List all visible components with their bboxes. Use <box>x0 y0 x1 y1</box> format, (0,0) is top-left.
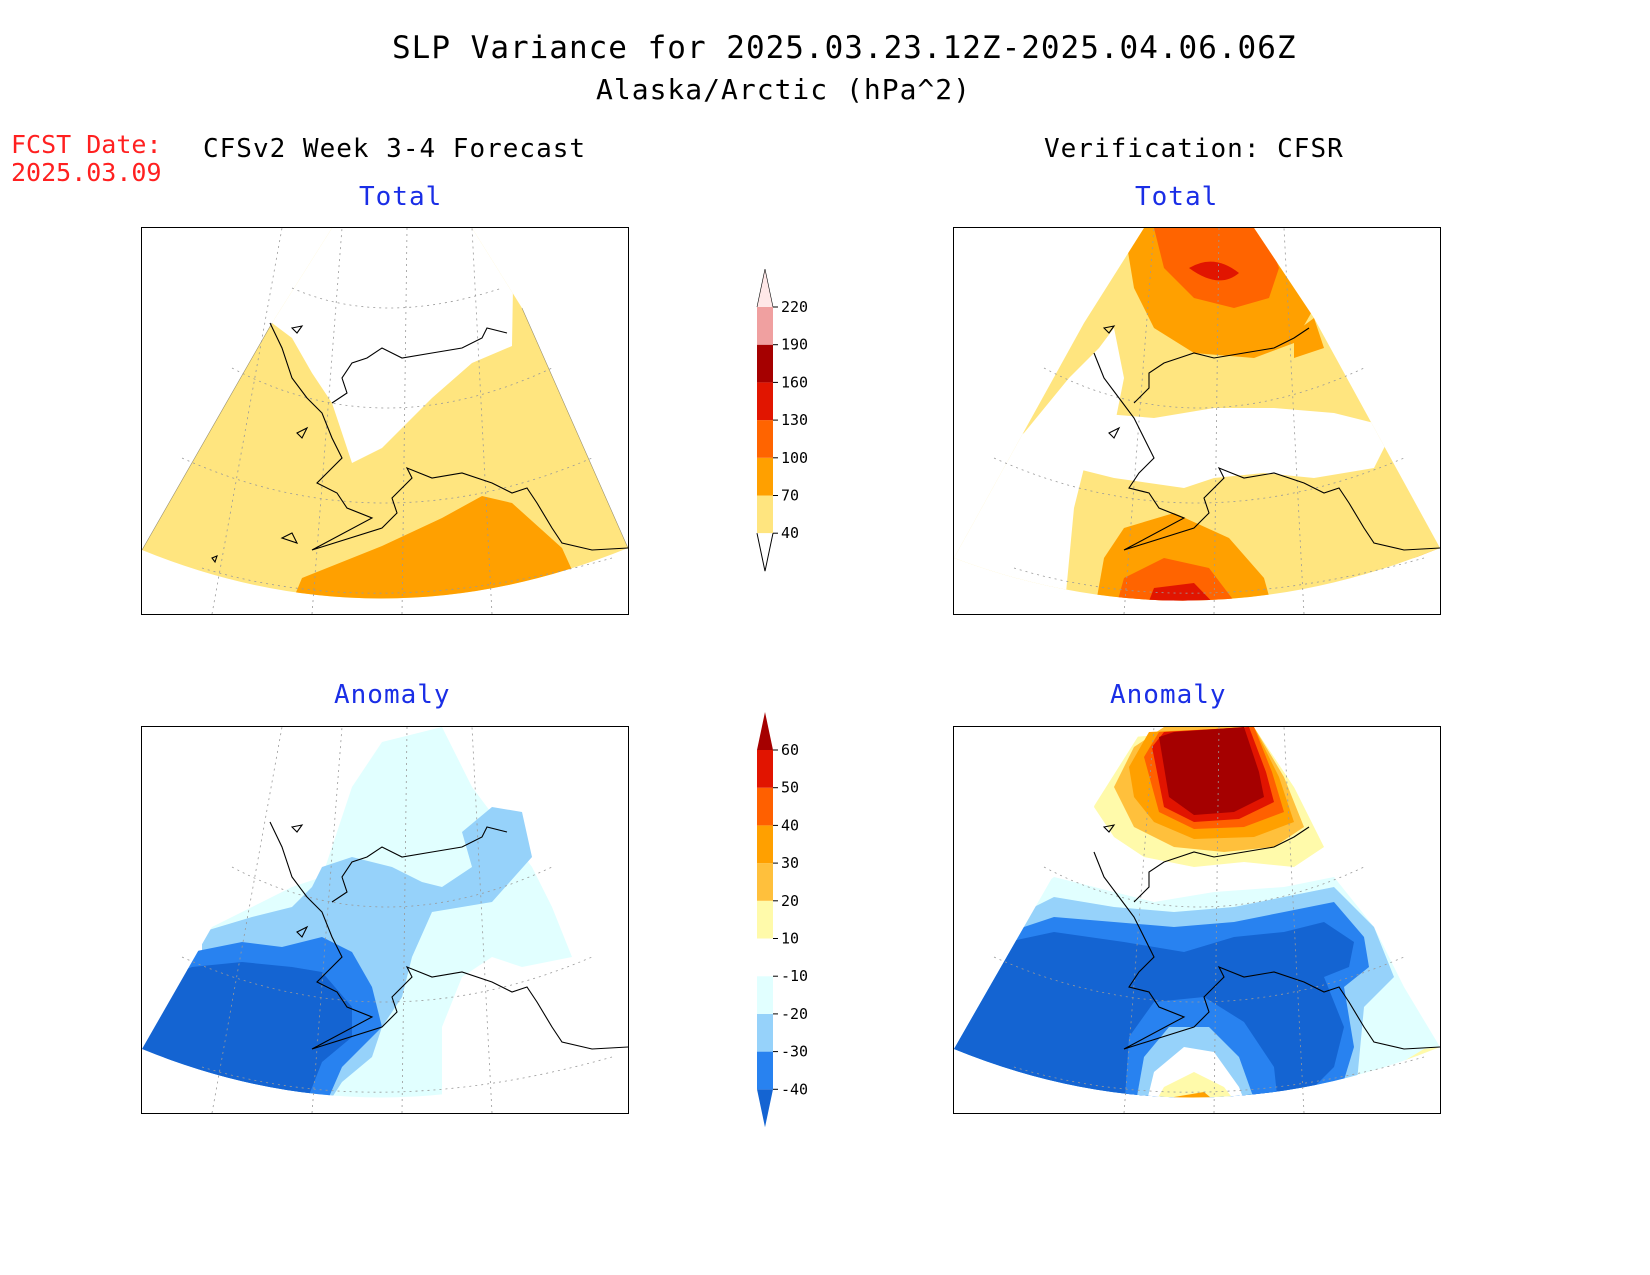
ver-total-coastline <box>1093 325 1440 551</box>
ver-total-map <box>953 227 1441 615</box>
ver-anomaly-darkred-top <box>1159 727 1264 815</box>
cbar-total-label: 130 <box>781 411 808 429</box>
cbar-anomaly-box <box>757 938 773 977</box>
cbar-anomaly-label: -40 <box>781 1080 808 1098</box>
ver-anomaly-paleyellow-bottom <box>1149 1072 1244 1098</box>
colorbar-anomaly: -40 -30 -20 -10 10 20 30 40 50 60 <box>745 708 825 1133</box>
cbar-anomaly-box <box>757 825 773 864</box>
fcst-anomaly-map <box>141 726 629 1114</box>
fcst-date-value: 2025.03.09 <box>11 158 162 187</box>
cbar-anomaly-box <box>757 863 773 901</box>
ver-total-orange-topright <box>1294 318 1324 358</box>
cbar-total-label: 40 <box>781 524 799 542</box>
fcst-total-graticule <box>181 228 613 614</box>
fcst-total-blank-region <box>252 228 514 463</box>
fcst-date-label: FCST Date: <box>11 130 162 159</box>
cbar-anomaly-label: 20 <box>781 892 799 910</box>
cbar-anomaly-label: 60 <box>781 741 799 759</box>
fcst-total-wedge-edge <box>142 307 628 551</box>
main-subtitle: Alaska/Arctic (hPa^2) <box>596 73 972 106</box>
cbar-total-box <box>757 307 773 345</box>
cbar-total-bottom-triangle <box>756 533 774 572</box>
cbar-total-box <box>757 495 773 534</box>
cbar-total-label: 100 <box>781 449 808 467</box>
cbar-total-box <box>757 420 773 458</box>
cbar-anomaly-box <box>757 976 773 1014</box>
main-title: SLP Variance for 2025.03.23.12Z-2025.04.… <box>392 30 1297 66</box>
cbar-anomaly-box <box>757 787 773 826</box>
fcst-total-map <box>141 227 629 615</box>
cbar-anomaly-bottom-triangle <box>757 1089 773 1128</box>
fcst-total-title: Total <box>359 182 443 212</box>
cbar-anomaly-label: -10 <box>781 967 808 985</box>
cbar-total-label: 160 <box>781 373 808 391</box>
fcst-total-coastline <box>211 322 628 564</box>
ver-total-graticule <box>993 228 1425 614</box>
cbar-anomaly-box <box>757 900 773 939</box>
cbar-anomaly-box <box>757 1013 773 1052</box>
cbar-anomaly-label: -30 <box>781 1043 808 1061</box>
cbar-anomaly-label: -20 <box>781 1005 808 1023</box>
cbar-anomaly-label: 50 <box>781 779 799 797</box>
fcst-anomaly-graticule <box>181 727 613 1113</box>
cbar-anomaly-box <box>757 750 773 788</box>
ver-total-red-bottom <box>1144 583 1224 601</box>
ver-anomaly-title: Anomaly <box>1110 680 1227 710</box>
cbar-anomaly-top-triangle <box>757 712 773 750</box>
cbar-total-top-triangle <box>757 269 773 307</box>
ver-anomaly-coastline <box>1093 824 1440 1050</box>
cbar-total-label: 190 <box>781 336 808 354</box>
fcst-anomaly-title: Anomaly <box>334 680 451 710</box>
cbar-anomaly-label: 10 <box>781 930 799 948</box>
cbar-anomaly-box <box>757 1051 773 1090</box>
ver-anomaly-orange-bottom <box>1159 1092 1229 1098</box>
cbar-anomaly-label: 40 <box>781 816 799 834</box>
ver-total-blank-left <box>954 328 1124 601</box>
fcst-anomaly-coastline <box>269 821 628 1050</box>
cbar-total-box <box>757 344 773 383</box>
cbar-total-label: 70 <box>781 487 799 505</box>
cbar-total-box <box>757 382 773 421</box>
cbar-total-label: 220 <box>781 298 808 316</box>
colorbar-anomaly-svg: -40 -30 -20 -10 10 20 30 40 50 60 <box>757 712 808 1128</box>
verification-column-heading: Verification: CFSR <box>1044 134 1344 164</box>
colorbar-total-svg: 40 70 100 130 160 190 220 <box>756 268 808 572</box>
ver-anomaly-map <box>953 726 1441 1114</box>
forecast-column-heading: CFSv2 Week 3-4 Forecast <box>203 134 587 164</box>
cbar-anomaly-label: 30 <box>781 854 799 872</box>
ver-anomaly-graticule <box>993 727 1425 1113</box>
colorbar-total: 40 70 100 130 160 190 220 <box>745 265 825 585</box>
ver-total-red-top <box>1189 261 1239 281</box>
cbar-total-box <box>757 457 773 496</box>
cbar-total-top-outline <box>756 268 774 308</box>
ver-total-title: Total <box>1135 182 1219 212</box>
ver-total-blank-band <box>1024 408 1394 488</box>
